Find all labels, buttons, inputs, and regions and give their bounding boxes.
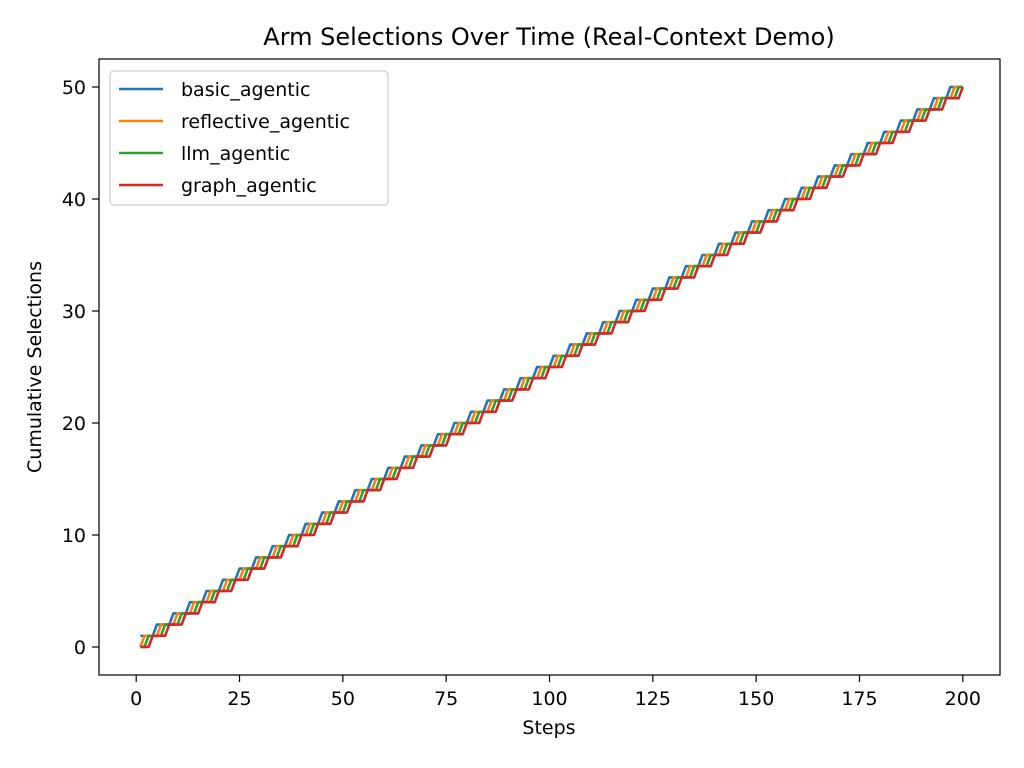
x-tick-label: 100	[531, 688, 567, 710]
y-tick-label: 0	[74, 637, 86, 659]
x-axis-ticks: 0 25 50 75 100 125 150 175 200	[130, 675, 981, 710]
x-axis-label: Steps	[522, 717, 575, 739]
legend-label-graph_agentic: graph_agentic	[181, 175, 317, 197]
x-tick-label: 150	[738, 688, 774, 710]
x-tick-label: 75	[434, 688, 458, 710]
legend-label-llm_agentic: llm_agentic	[181, 143, 290, 165]
chart-title: Arm Selections Over Time (Real-Context D…	[263, 23, 834, 51]
legend: basic_agentic reflective_agentic llm_agent…	[109, 70, 389, 206]
y-tick-label: 50	[62, 77, 86, 99]
y-tick-label: 10	[62, 525, 86, 547]
y-axis-ticks: 0 10 20 30 40 50	[62, 77, 99, 659]
y-tick-label: 40	[62, 189, 86, 211]
x-tick-label: 50	[331, 688, 355, 710]
y-tick-label: 30	[62, 301, 86, 323]
x-tick-label: 125	[635, 688, 671, 710]
y-tick-label: 20	[62, 413, 86, 435]
series-line-graph_agentic	[140, 86, 965, 649]
x-tick-label: 0	[130, 688, 142, 710]
legend-label-reflective_agentic: reflective_agentic	[181, 111, 350, 133]
x-tick-label: 175	[841, 688, 877, 710]
series-lines	[139, 85, 965, 649]
x-tick-label: 25	[227, 688, 251, 710]
x-tick-label: 200	[945, 688, 981, 710]
y-axis-label: Cumulative Selections	[24, 261, 46, 473]
legend-label-basic_agentic: basic_agentic	[181, 79, 310, 101]
legend-box	[109, 70, 389, 206]
